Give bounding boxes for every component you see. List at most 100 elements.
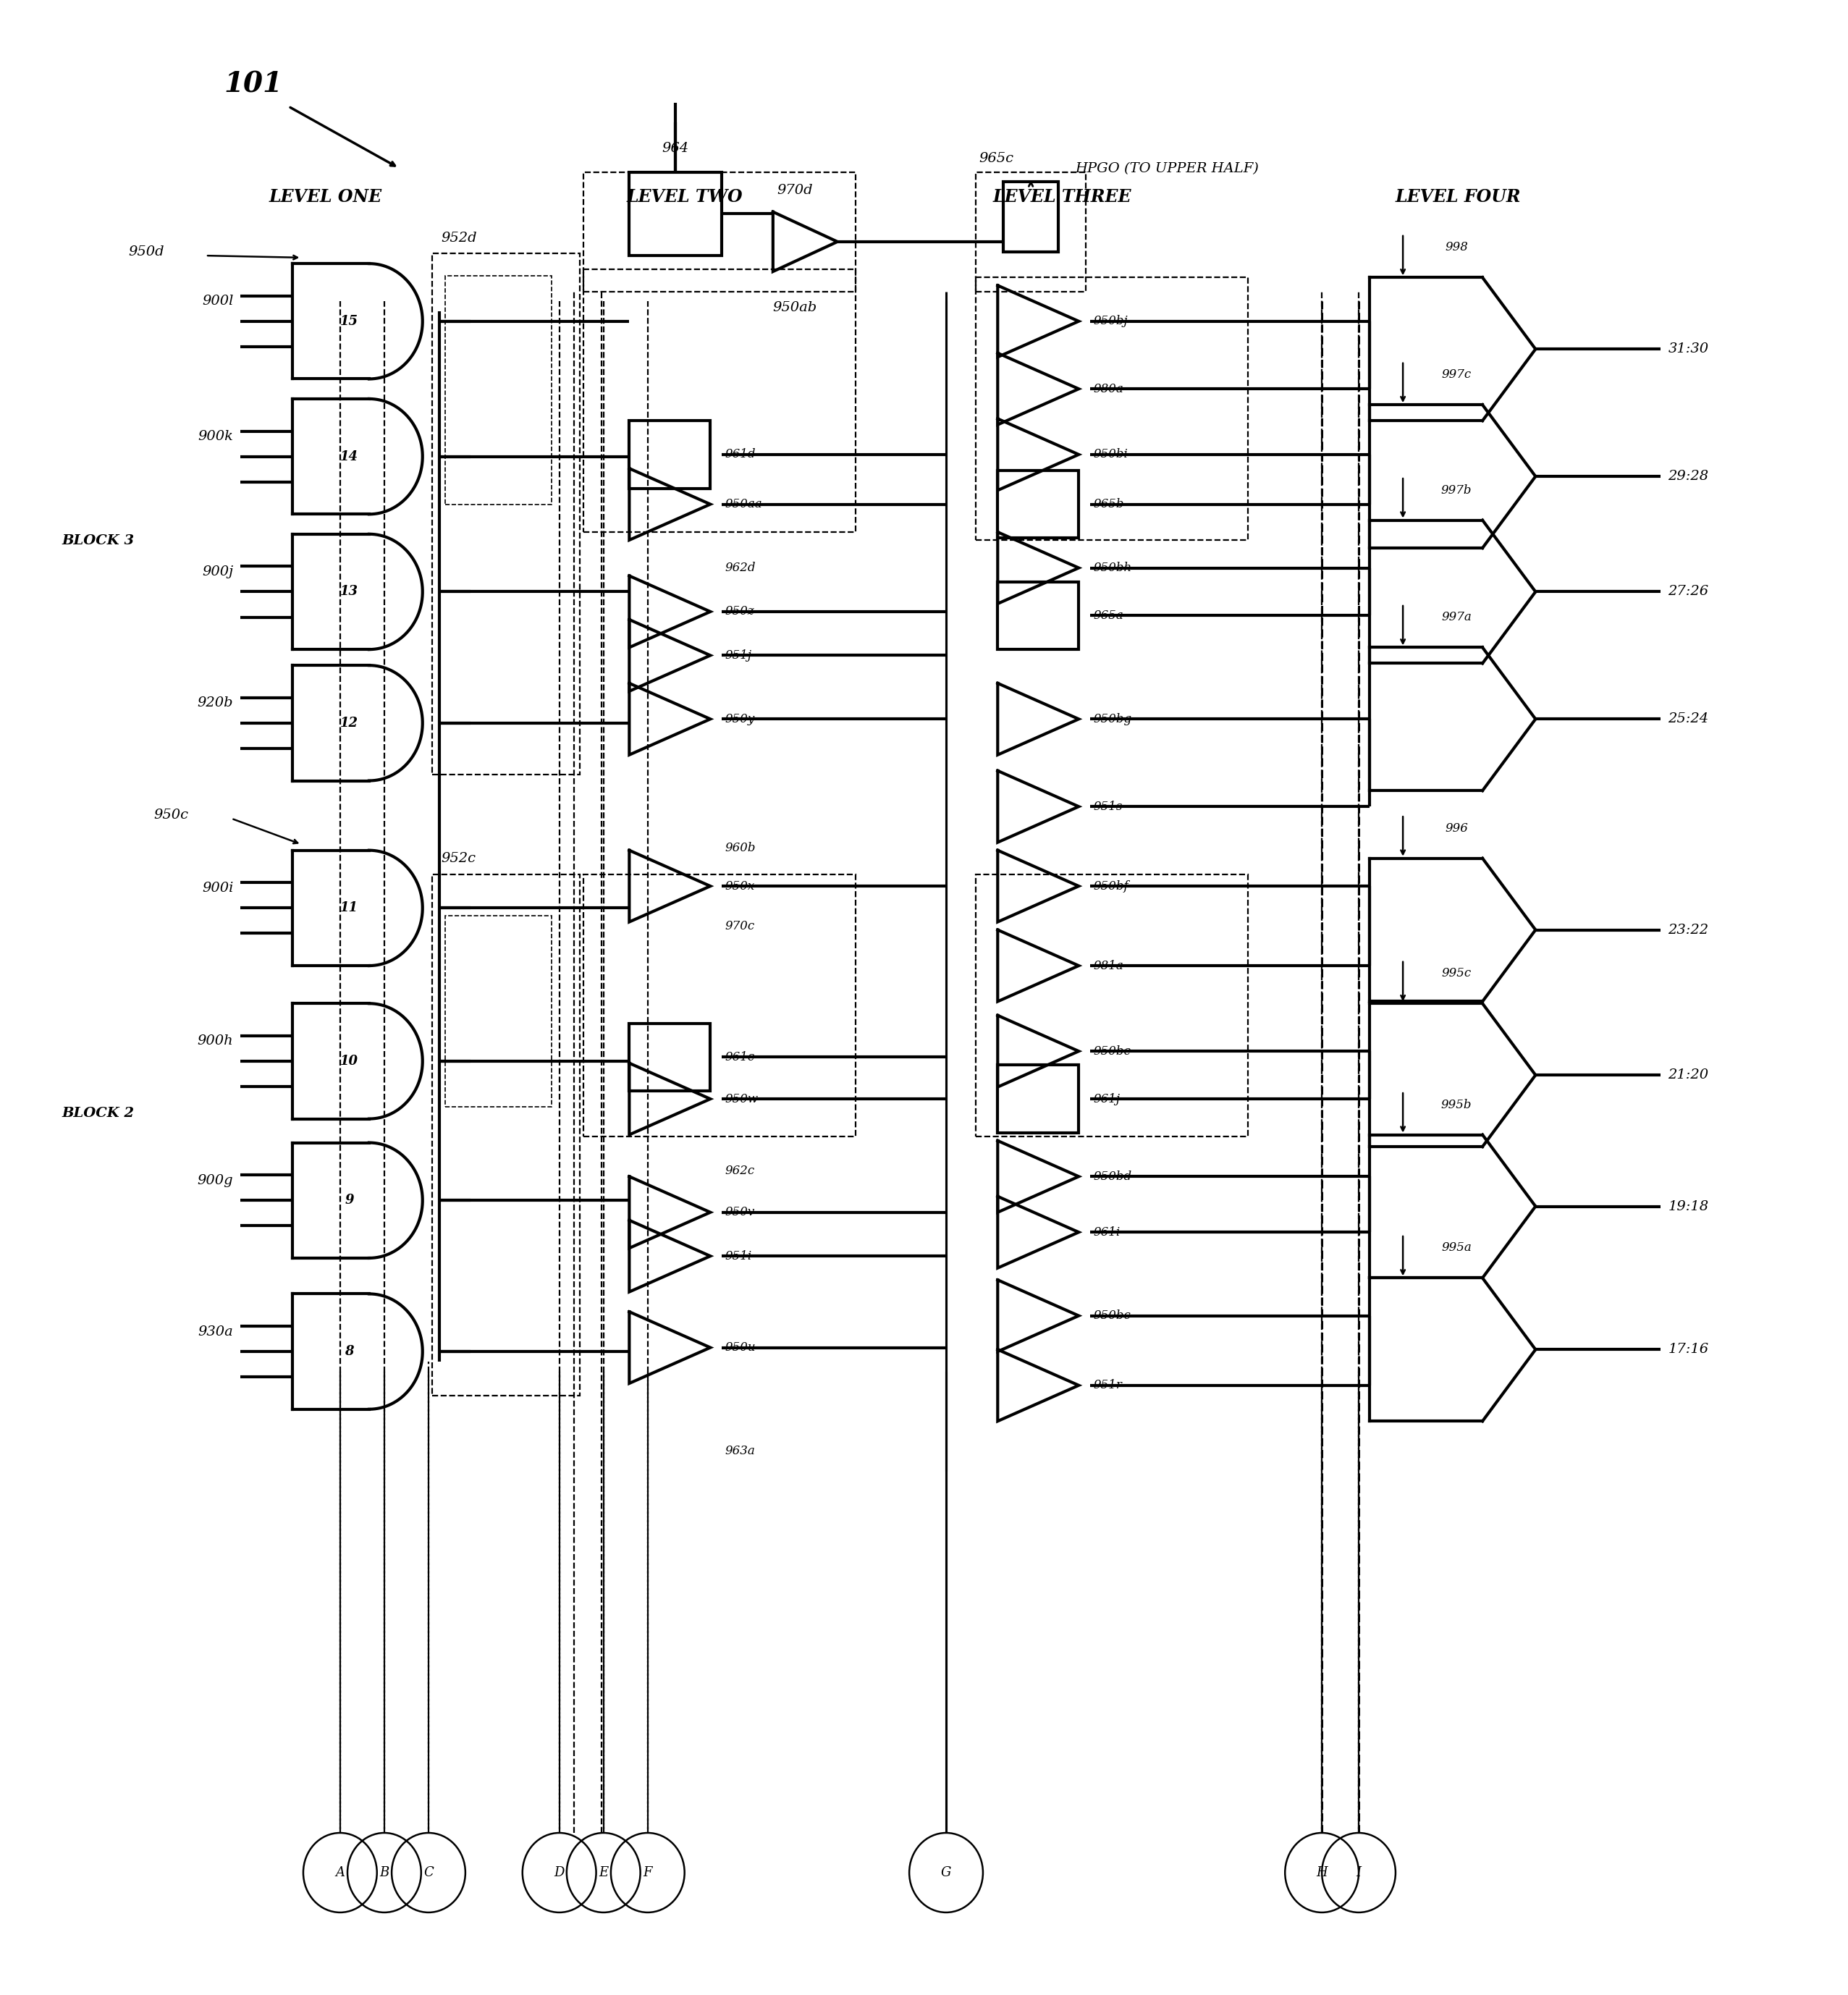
Text: 950bj: 950bj bbox=[1094, 315, 1127, 327]
Text: 21:20: 21:20 bbox=[1669, 1069, 1709, 1081]
Text: BLOCK 3: BLOCK 3 bbox=[63, 535, 135, 547]
Text: 951s: 951s bbox=[1094, 800, 1124, 812]
Text: 950v: 950v bbox=[724, 1207, 756, 1219]
Text: LEVEL THREE: LEVEL THREE bbox=[992, 188, 1131, 205]
Text: 930a: 930a bbox=[198, 1325, 233, 1339]
Text: 17:16: 17:16 bbox=[1669, 1343, 1709, 1357]
Text: 962c: 962c bbox=[724, 1165, 754, 1177]
Text: 961i: 961i bbox=[1094, 1227, 1120, 1239]
Bar bbox=[976, 874, 1247, 1137]
Bar bbox=[445, 275, 553, 505]
Text: 950bg: 950bg bbox=[1094, 712, 1133, 726]
Text: 900k: 900k bbox=[198, 431, 233, 443]
Text: 962d: 962d bbox=[724, 563, 756, 575]
Text: LEVEL TWO: LEVEL TWO bbox=[626, 188, 743, 205]
Text: 960b: 960b bbox=[724, 842, 756, 854]
Text: A: A bbox=[334, 1865, 346, 1879]
Text: 900g: 900g bbox=[198, 1173, 233, 1187]
Text: G: G bbox=[941, 1865, 952, 1879]
Text: 12: 12 bbox=[340, 716, 359, 730]
Text: 951r: 951r bbox=[1094, 1379, 1122, 1391]
Text: 997b: 997b bbox=[1441, 485, 1471, 497]
Text: H: H bbox=[1316, 1865, 1327, 1879]
Text: 961d: 961d bbox=[724, 449, 756, 461]
Text: 101: 101 bbox=[224, 70, 283, 98]
Bar bbox=[630, 172, 721, 255]
Text: 950y: 950y bbox=[724, 712, 756, 726]
Text: 950d: 950d bbox=[128, 245, 164, 259]
Bar bbox=[998, 583, 1079, 650]
Bar bbox=[584, 172, 856, 291]
Text: 964: 964 bbox=[662, 142, 689, 156]
Text: 900h: 900h bbox=[198, 1035, 233, 1047]
Text: 8: 8 bbox=[346, 1345, 353, 1359]
Bar bbox=[976, 277, 1247, 541]
Text: 29:28: 29:28 bbox=[1669, 471, 1709, 483]
Text: 950bd: 950bd bbox=[1094, 1171, 1133, 1183]
Text: LEVEL FOUR: LEVEL FOUR bbox=[1395, 188, 1521, 205]
Text: D: D bbox=[554, 1865, 564, 1879]
Text: 950be: 950be bbox=[1094, 1045, 1131, 1057]
Text: 996: 996 bbox=[1445, 822, 1467, 834]
Text: 970c: 970c bbox=[724, 920, 754, 932]
Text: 995a: 995a bbox=[1441, 1241, 1471, 1255]
Text: 950bf: 950bf bbox=[1094, 880, 1129, 892]
Text: 950z: 950z bbox=[724, 606, 754, 618]
Text: 952c: 952c bbox=[442, 852, 477, 866]
Text: 980a: 980a bbox=[1094, 383, 1124, 395]
Bar bbox=[432, 874, 580, 1395]
Text: 19:18: 19:18 bbox=[1669, 1199, 1709, 1213]
Text: 10: 10 bbox=[340, 1055, 359, 1067]
Text: 15: 15 bbox=[340, 315, 359, 327]
Text: 23:22: 23:22 bbox=[1669, 924, 1709, 936]
Text: 11: 11 bbox=[340, 902, 359, 914]
Text: 900l: 900l bbox=[201, 295, 233, 307]
Text: 998: 998 bbox=[1445, 241, 1467, 253]
Text: 997c: 997c bbox=[1441, 369, 1471, 381]
Text: 27:26: 27:26 bbox=[1669, 585, 1709, 598]
Bar bbox=[584, 269, 856, 533]
Text: 950w: 950w bbox=[724, 1093, 758, 1105]
Text: LEVEL ONE: LEVEL ONE bbox=[268, 188, 383, 205]
Text: C: C bbox=[423, 1865, 434, 1879]
Text: 14: 14 bbox=[340, 451, 359, 463]
Text: 950bh: 950bh bbox=[1094, 563, 1133, 575]
Text: F: F bbox=[643, 1865, 652, 1879]
Bar bbox=[432, 253, 580, 774]
Text: 31:30: 31:30 bbox=[1669, 343, 1709, 355]
Text: 995b: 995b bbox=[1441, 1099, 1471, 1111]
Text: B: B bbox=[379, 1865, 390, 1879]
Text: 981a: 981a bbox=[1094, 960, 1124, 972]
Text: 965c: 965c bbox=[979, 152, 1015, 166]
Bar bbox=[998, 1065, 1079, 1133]
Text: 25:24: 25:24 bbox=[1669, 712, 1709, 726]
Text: 950bi: 950bi bbox=[1094, 449, 1127, 461]
Bar bbox=[998, 471, 1079, 539]
Text: 965a: 965a bbox=[1094, 608, 1124, 622]
Text: 965b: 965b bbox=[1094, 499, 1124, 511]
Bar bbox=[584, 874, 856, 1137]
Bar bbox=[1003, 182, 1059, 251]
Text: 951i: 951i bbox=[724, 1251, 752, 1263]
Bar bbox=[630, 421, 710, 489]
Text: 952d: 952d bbox=[442, 231, 477, 245]
Text: 950x: 950x bbox=[724, 880, 756, 892]
Text: 9: 9 bbox=[346, 1193, 353, 1207]
Text: I: I bbox=[1356, 1865, 1362, 1879]
Bar bbox=[445, 916, 553, 1107]
Text: 995c: 995c bbox=[1441, 968, 1471, 980]
Text: 950c: 950c bbox=[153, 808, 188, 822]
Text: 961c: 961c bbox=[724, 1051, 754, 1063]
Text: 950ab: 950ab bbox=[772, 301, 817, 313]
Text: 997a: 997a bbox=[1441, 610, 1471, 624]
Text: 970d: 970d bbox=[776, 184, 813, 198]
Text: 900j: 900j bbox=[201, 565, 233, 579]
Text: 950aa: 950aa bbox=[724, 499, 763, 511]
Text: 963a: 963a bbox=[724, 1444, 756, 1456]
Bar bbox=[976, 172, 1087, 291]
Text: 900i: 900i bbox=[201, 882, 233, 894]
Text: 950bc: 950bc bbox=[1094, 1309, 1131, 1323]
Text: BLOCK 2: BLOCK 2 bbox=[63, 1107, 135, 1119]
Text: 951j: 951j bbox=[724, 648, 752, 662]
Bar bbox=[630, 1023, 710, 1091]
